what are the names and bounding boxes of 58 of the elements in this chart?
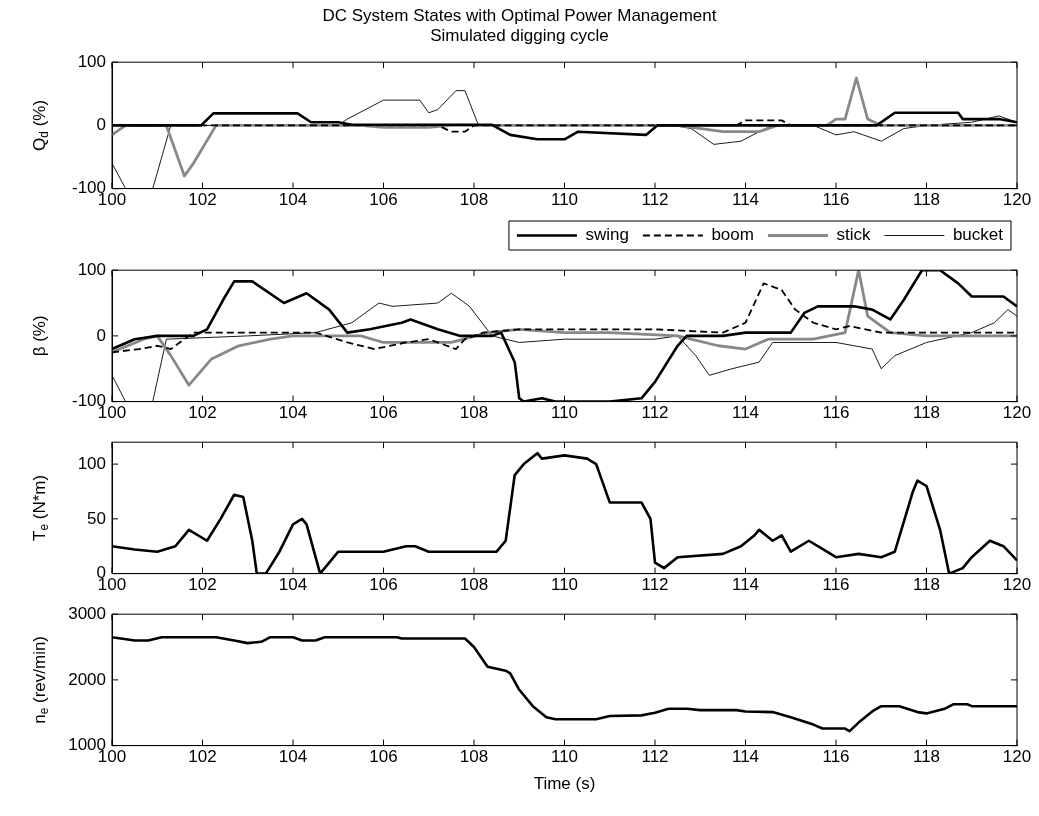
x-tick-label: 116 (822, 190, 850, 210)
x-tick-label: 108 (459, 575, 489, 595)
y-axis-title: β (%) (29, 315, 49, 357)
x-tick-label: 116 (822, 403, 850, 423)
legend-label: boom (711, 225, 754, 245)
x-axis-title: Time (s) (533, 773, 596, 793)
legend-label: stick (836, 225, 871, 245)
y-tick-label: 100 (77, 51, 106, 71)
x-tick-label: 104 (278, 190, 308, 210)
legend-label: bucket (952, 225, 1004, 245)
x-tick-label: 114 (731, 747, 760, 767)
x-tick-label: 108 (459, 403, 489, 423)
x-tick-label: 108 (459, 747, 489, 767)
x-tick-label: 118 (912, 747, 941, 767)
x-tick-label: 114 (731, 190, 760, 210)
y-tick-label: 2000 (68, 669, 106, 689)
x-tick-label: 118 (912, 575, 941, 595)
x-tick-label: 120 (1002, 575, 1032, 595)
x-tick-label: 112 (641, 747, 669, 767)
y-tick-label: 100 (77, 259, 106, 279)
x-tick-label: 120 (1002, 403, 1032, 423)
chart-subtitle: Simulated digging cycle (429, 26, 610, 46)
x-tick-label: 116 (822, 575, 850, 595)
x-tick-label: 110 (550, 575, 579, 595)
x-tick-label: 102 (188, 747, 217, 767)
x-tick-label: 108 (459, 190, 489, 210)
x-tick-label: 112 (641, 403, 669, 423)
y-tick-label: 100 (77, 453, 106, 473)
y-tick-label: 0 (96, 325, 106, 345)
y-axis-title: Te (N*m) (29, 474, 52, 541)
x-tick-label: 106 (369, 575, 398, 595)
y-axis-title: ne (rev/min) (29, 635, 52, 724)
x-tick-label: 114 (731, 575, 760, 595)
x-tick-label: 102 (188, 190, 217, 210)
x-tick-label: 102 (188, 575, 217, 595)
x-tick-label: 118 (912, 403, 941, 423)
x-tick-label: 116 (822, 747, 850, 767)
x-tick-label: 102 (188, 403, 217, 423)
x-tick-label: 104 (278, 575, 308, 595)
x-tick-label: 106 (369, 403, 398, 423)
y-tick-label: 3000 (68, 603, 106, 623)
y-tick-label: 0 (96, 115, 106, 135)
x-tick-label: 110 (550, 747, 579, 767)
legend-label: swing (585, 225, 629, 245)
x-tick-label: 114 (731, 403, 760, 423)
x-tick-label: 112 (641, 190, 669, 210)
x-tick-label: 112 (641, 575, 669, 595)
x-tick-label: 118 (912, 190, 941, 210)
x-tick-label: 110 (550, 403, 579, 423)
x-tick-label: 106 (369, 747, 398, 767)
x-tick-label: 120 (1002, 190, 1032, 210)
chart-title: DC System States with Optimal Power Management (321, 6, 718, 26)
x-tick-label: 106 (369, 190, 398, 210)
y-tick-label: 50 (87, 508, 106, 528)
x-tick-label: 120 (1002, 747, 1032, 767)
x-tick-label: 104 (278, 403, 308, 423)
x-tick-label: 110 (550, 190, 579, 210)
x-tick-label: 104 (278, 747, 308, 767)
